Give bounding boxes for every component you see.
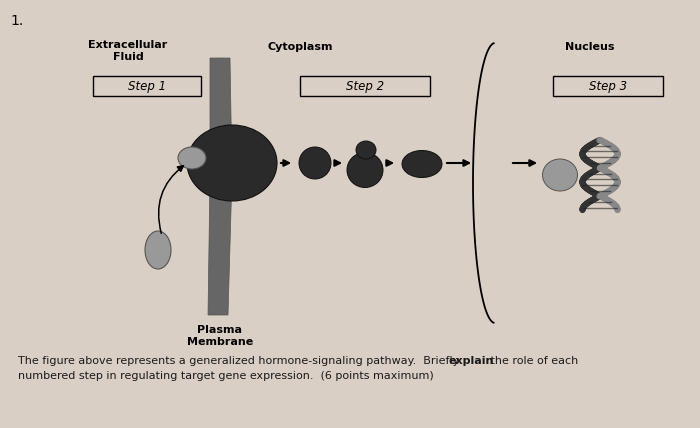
- FancyBboxPatch shape: [553, 76, 663, 96]
- Ellipse shape: [187, 125, 277, 201]
- Ellipse shape: [299, 147, 331, 179]
- Text: 1.: 1.: [10, 14, 23, 28]
- Text: Cytoplasm: Cytoplasm: [268, 42, 333, 52]
- Text: explain: explain: [449, 356, 494, 366]
- Text: Extracellular
Fluid: Extracellular Fluid: [88, 40, 167, 62]
- Ellipse shape: [402, 151, 442, 178]
- FancyBboxPatch shape: [93, 76, 201, 96]
- FancyBboxPatch shape: [300, 76, 430, 96]
- Ellipse shape: [347, 152, 383, 187]
- Text: Step 1: Step 1: [128, 80, 166, 92]
- Ellipse shape: [178, 147, 206, 169]
- Text: Plasma
Membrane: Plasma Membrane: [187, 325, 253, 347]
- Ellipse shape: [542, 159, 578, 191]
- Text: The figure above represents a generalized hormone-signaling pathway.  Briefly: The figure above represents a generalize…: [18, 356, 463, 366]
- Text: Step 2: Step 2: [346, 80, 384, 92]
- Polygon shape: [208, 58, 232, 315]
- Text: Step 3: Step 3: [589, 80, 627, 92]
- Text: the role of each: the role of each: [487, 356, 578, 366]
- Text: Nucleus: Nucleus: [565, 42, 615, 52]
- Ellipse shape: [356, 141, 376, 159]
- Text: numbered step in regulating target gene expression.  (6 points maximum): numbered step in regulating target gene …: [18, 371, 434, 381]
- Ellipse shape: [145, 231, 171, 269]
